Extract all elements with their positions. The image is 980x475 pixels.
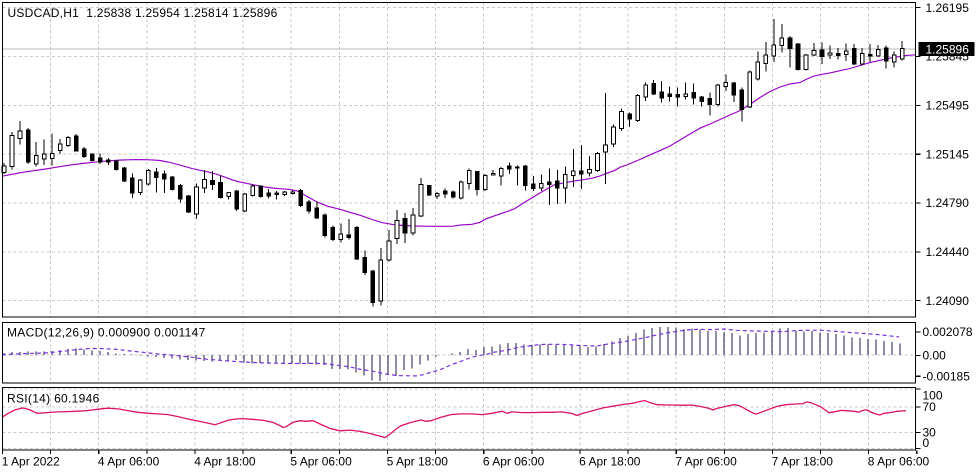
svg-text:0.002078: 0.002078 <box>923 325 973 339</box>
svg-text:1.24790: 1.24790 <box>926 196 970 210</box>
svg-text:7 Apr 06:00: 7 Apr 06:00 <box>675 455 737 469</box>
svg-text:30: 30 <box>923 426 937 440</box>
svg-text:6 Apr 18:00: 6 Apr 18:00 <box>579 455 641 469</box>
svg-text:8 Apr 06:00: 8 Apr 06:00 <box>868 455 930 469</box>
svg-text:5 Apr 18:00: 5 Apr 18:00 <box>387 455 449 469</box>
svg-text:6 Apr 06:00: 6 Apr 06:00 <box>483 455 545 469</box>
svg-text:-0.00185: -0.00185 <box>923 369 971 383</box>
svg-text:1.25896: 1.25896 <box>926 42 970 56</box>
svg-text:MACD(12,26,9) 0.000900 0.00114: MACD(12,26,9) 0.000900 0.001147 <box>7 326 206 340</box>
svg-text:1.25495: 1.25495 <box>926 99 970 113</box>
svg-text:0: 0 <box>923 436 930 450</box>
svg-text:0.00: 0.00 <box>923 349 947 363</box>
svg-text:100: 100 <box>923 389 943 403</box>
svg-text:1.26195: 1.26195 <box>926 1 970 15</box>
svg-text:1 Apr 2022: 1 Apr 2022 <box>2 455 60 469</box>
svg-text:1.24440: 1.24440 <box>926 245 970 259</box>
svg-text:4 Apr 06:00: 4 Apr 06:00 <box>98 455 160 469</box>
svg-text:1.25145: 1.25145 <box>926 147 970 161</box>
svg-text:70: 70 <box>923 400 937 414</box>
svg-text:USDCAD,H1 1.25838 1.25954 1.2: USDCAD,H1 1.25838 1.25954 1.25814 1.2589… <box>8 6 278 20</box>
svg-text:4 Apr 18:00: 4 Apr 18:00 <box>194 455 256 469</box>
svg-text:5 Apr 06:00: 5 Apr 06:00 <box>290 455 352 469</box>
svg-text:7 Apr 18:00: 7 Apr 18:00 <box>772 455 834 469</box>
svg-text:RSI(14) 60.1946: RSI(14) 60.1946 <box>7 392 100 406</box>
svg-text:1.24090: 1.24090 <box>926 294 970 308</box>
svg-text:1.25845: 1.25845 <box>926 50 970 64</box>
